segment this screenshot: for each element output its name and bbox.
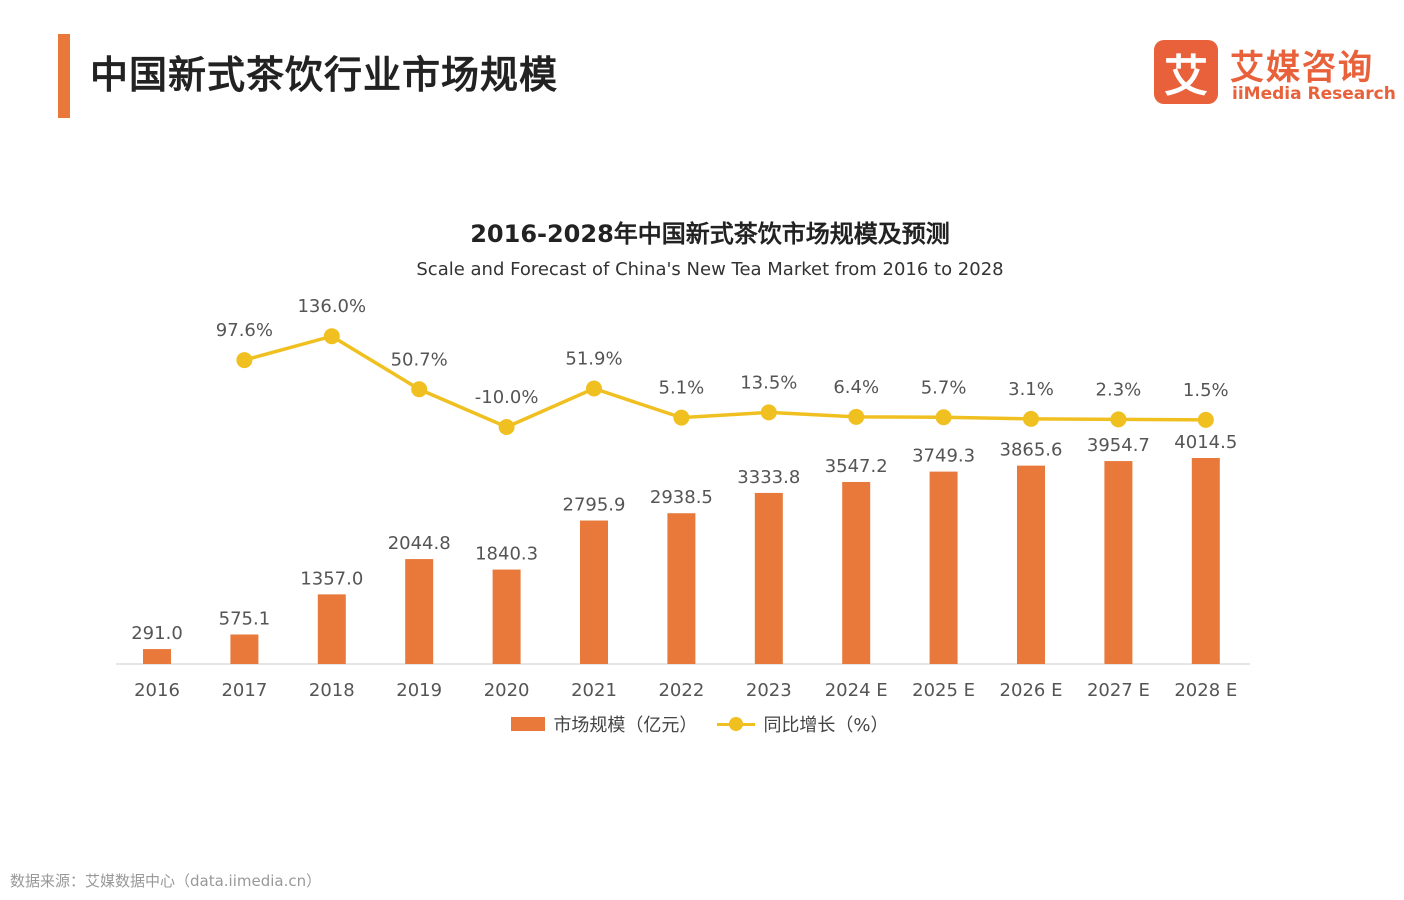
x-tick-label: 2016 (134, 680, 180, 701)
bar-value-label: 1357.0 (300, 568, 363, 589)
bar-value-label: 1840.3 (475, 544, 538, 565)
chart-subtitle: Scale and Forecast of China's New Tea Ma… (416, 259, 1004, 280)
bar-market-size (754, 492, 783, 664)
growth-point (935, 409, 952, 426)
growth-point (848, 408, 865, 425)
x-tick-label: 2026 E (1000, 680, 1063, 701)
bar-market-size (1191, 458, 1220, 664)
growth-value-label: 51.9% (565, 349, 622, 370)
bar-market-size (1104, 461, 1133, 664)
growth-point (760, 404, 777, 421)
growth-point (1023, 410, 1039, 427)
bar-value-label: 2938.5 (650, 487, 713, 508)
bar-value-label: 4014.5 (1174, 432, 1237, 453)
data-source-note: 数据来源：艾媒数据中心（data.iimedia.cn） (10, 872, 322, 890)
growth-value-label: 3.1% (1008, 379, 1054, 400)
growth-line (243, 334, 1206, 429)
growth-value-label: 2.3% (1096, 379, 1142, 400)
chart-legend: 市场规模（亿元） 同比增长（%） (0, 711, 1400, 737)
title-accent-bar (58, 34, 70, 118)
x-tick-label: 2021 (571, 680, 617, 701)
bar-market-size (230, 634, 259, 664)
bar-market-size (317, 594, 346, 664)
growth-value-label: 5.7% (921, 377, 967, 398)
x-tick-label: 2023 (746, 680, 792, 701)
growth-point (498, 419, 515, 436)
growth-point (1197, 411, 1214, 428)
legend-label-market-size: 市场规模（亿元） (553, 715, 698, 736)
growth-point (1110, 411, 1127, 428)
logo-mark-icon: 艾 (1154, 40, 1218, 104)
bar-value-label: 3547.2 (825, 456, 888, 477)
growth-value-label: -10.0% (475, 387, 539, 408)
bar-market-size (405, 559, 434, 664)
legend-line-swatch (717, 717, 756, 731)
x-tick-label: 2018 (309, 680, 355, 701)
growth-value-label: 136.0% (297, 296, 366, 317)
growth-point (323, 328, 340, 345)
chart-title: 2016-2028年中国新式茶饮市场规模及预测 (470, 220, 950, 248)
x-tick-label: 2019 (396, 680, 442, 701)
x-tick-label: 2027 E (1087, 680, 1150, 701)
bar-market-size (1017, 465, 1045, 664)
growth-value-label: 5.1% (659, 378, 705, 399)
x-tick-label: 2017 (221, 680, 267, 701)
legend-item-growth: 同比增长（%） (717, 711, 889, 737)
x-tick-label: 2022 (658, 680, 704, 701)
bar-value-label: 3333.8 (737, 467, 800, 488)
bar-market-size (667, 513, 696, 664)
growth-point (411, 381, 428, 398)
logo-name-cn: 艾媒咨询 (1230, 48, 1374, 88)
growth-point (236, 352, 253, 369)
bar-value-label: 2044.8 (388, 533, 451, 554)
iimedia-logo: 艾 艾媒咨询 iiMedia Research (1154, 38, 1396, 110)
growth-value-label: 50.7% (391, 349, 448, 370)
bar-market-size (580, 520, 608, 664)
x-tick-label: 2024 E (825, 680, 888, 701)
x-tick-label: 2025 E (912, 680, 975, 701)
legend-label-growth: 同比增长（%） (763, 715, 889, 736)
logo-name-en: iiMedia Research (1232, 84, 1396, 104)
growth-point (586, 380, 602, 397)
growth-value-label: 6.4% (833, 377, 879, 398)
page-title: 中国新式茶饮行业市场规模 (90, 53, 559, 97)
legend-item-market-size: 市场规模（亿元） (511, 711, 697, 737)
growth-value-label: 1.5% (1183, 380, 1229, 401)
bar-market-size (143, 649, 171, 664)
growth-value-label: 13.5% (740, 372, 797, 393)
bar-market-size (842, 481, 871, 664)
bar-market-size (492, 569, 521, 664)
growth-value-label: 97.6% (216, 320, 273, 341)
legend-bar-swatch (511, 717, 546, 731)
bar-value-label: 3954.7 (1087, 435, 1150, 456)
bar-value-label: 291.0 (131, 623, 183, 644)
bar-market-size (929, 471, 958, 664)
x-tick-label: 2020 (484, 680, 530, 701)
bar-value-label: 2795.9 (563, 495, 626, 516)
bar-value-label: 3749.3 (912, 446, 975, 467)
bar-value-label: 3865.6 (1000, 440, 1063, 461)
growth-point (673, 409, 690, 426)
x-tick-label: 2028 E (1174, 680, 1237, 701)
bar-value-label: 575.1 (219, 608, 271, 629)
